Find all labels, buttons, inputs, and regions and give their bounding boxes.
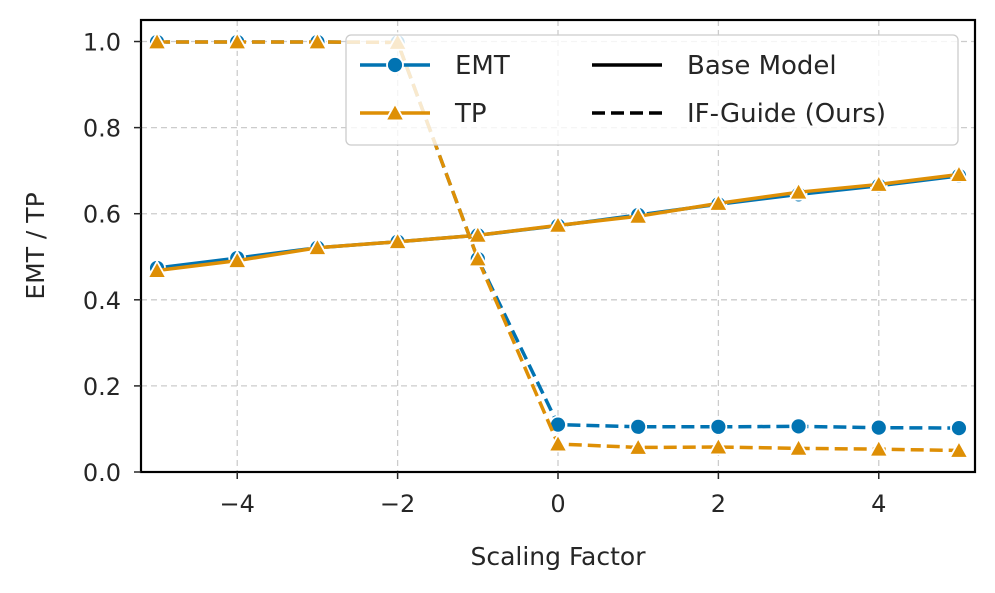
- x-axis-label: Scaling Factor: [470, 542, 646, 571]
- data-point-tp-base: [948, 164, 970, 183]
- legend-entry-tp: TP: [360, 99, 487, 129]
- ticks: −4 −2 0 2 4 0.0 0.2 0.4 0.6 0.8 1.0: [83, 29, 887, 518]
- legend: EMT TP Base Model IF-Guide (Ours): [345, 34, 959, 146]
- data-point-tp-base: [467, 225, 488, 244]
- data-point-tp-if-guide: [467, 248, 488, 268]
- x-tick-label: 0: [550, 490, 565, 518]
- y-tick-label: 0.2: [83, 373, 121, 401]
- data-point-tp-if-guide: [868, 439, 889, 458]
- y-tick-label: 0.6: [83, 201, 121, 229]
- series-layer: [146, 31, 970, 459]
- data-point-tp-if-guide: [708, 436, 729, 456]
- legend-label: IF-Guide (Ours): [687, 99, 886, 129]
- data-point-tp-base: [708, 193, 729, 212]
- data-point-tp-if-guide: [547, 433, 569, 453]
- data-point-emt-if-guide: [709, 417, 728, 436]
- legend-marker: [386, 56, 404, 74]
- legend-entry-base-model: Base Model: [592, 51, 837, 81]
- series-tp-base: [146, 164, 970, 279]
- data-point-emt-if-guide: [950, 419, 968, 437]
- data-point-tp-base: [307, 237, 328, 256]
- data-point-tp-base: [547, 215, 569, 234]
- x-tick-label: −2: [380, 490, 415, 518]
- y-axis-label: EMT / TP: [21, 192, 50, 299]
- data-point-emt-if-guide: [869, 418, 888, 437]
- data-point-tp-if-guide: [948, 440, 970, 459]
- legend-entry-emt: EMT: [360, 51, 510, 81]
- legend-box: [345, 34, 959, 146]
- legend-label: Base Model: [687, 51, 837, 81]
- data-point-tp-if-guide: [146, 31, 168, 51]
- legend-label: TP: [454, 99, 487, 129]
- legend-label: EMT: [455, 51, 510, 81]
- data-point-tp-base: [387, 231, 408, 250]
- data-point-emt-if-guide: [629, 417, 648, 436]
- x-tick-label: 4: [871, 490, 886, 518]
- data-point-tp-base: [146, 260, 168, 279]
- data-point-tp-if-guide: [788, 438, 809, 457]
- data-point-tp-base: [227, 250, 248, 269]
- data-point-tp-base: [628, 206, 649, 225]
- y-tick-label: 0.8: [83, 115, 121, 143]
- data-point-tp-if-guide: [628, 437, 649, 456]
- y-tick-label: 0.0: [83, 459, 121, 487]
- data-point-tp-if-guide: [227, 31, 248, 51]
- legend-entry-if-guide-ours: IF-Guide (Ours): [592, 99, 886, 129]
- data-point-emt-if-guide: [789, 417, 808, 436]
- x-tick-label: 2: [711, 490, 726, 518]
- y-tick-label: 1.0: [83, 29, 121, 57]
- data-point-tp-base: [868, 174, 889, 193]
- y-tick-label: 0.4: [83, 287, 121, 315]
- legend-marker: [384, 102, 406, 122]
- x-tick-label: −4: [220, 490, 255, 518]
- data-point-tp-base: [788, 182, 809, 201]
- series-tp-if-guide: [146, 31, 970, 459]
- data-point-tp-if-guide: [307, 31, 328, 51]
